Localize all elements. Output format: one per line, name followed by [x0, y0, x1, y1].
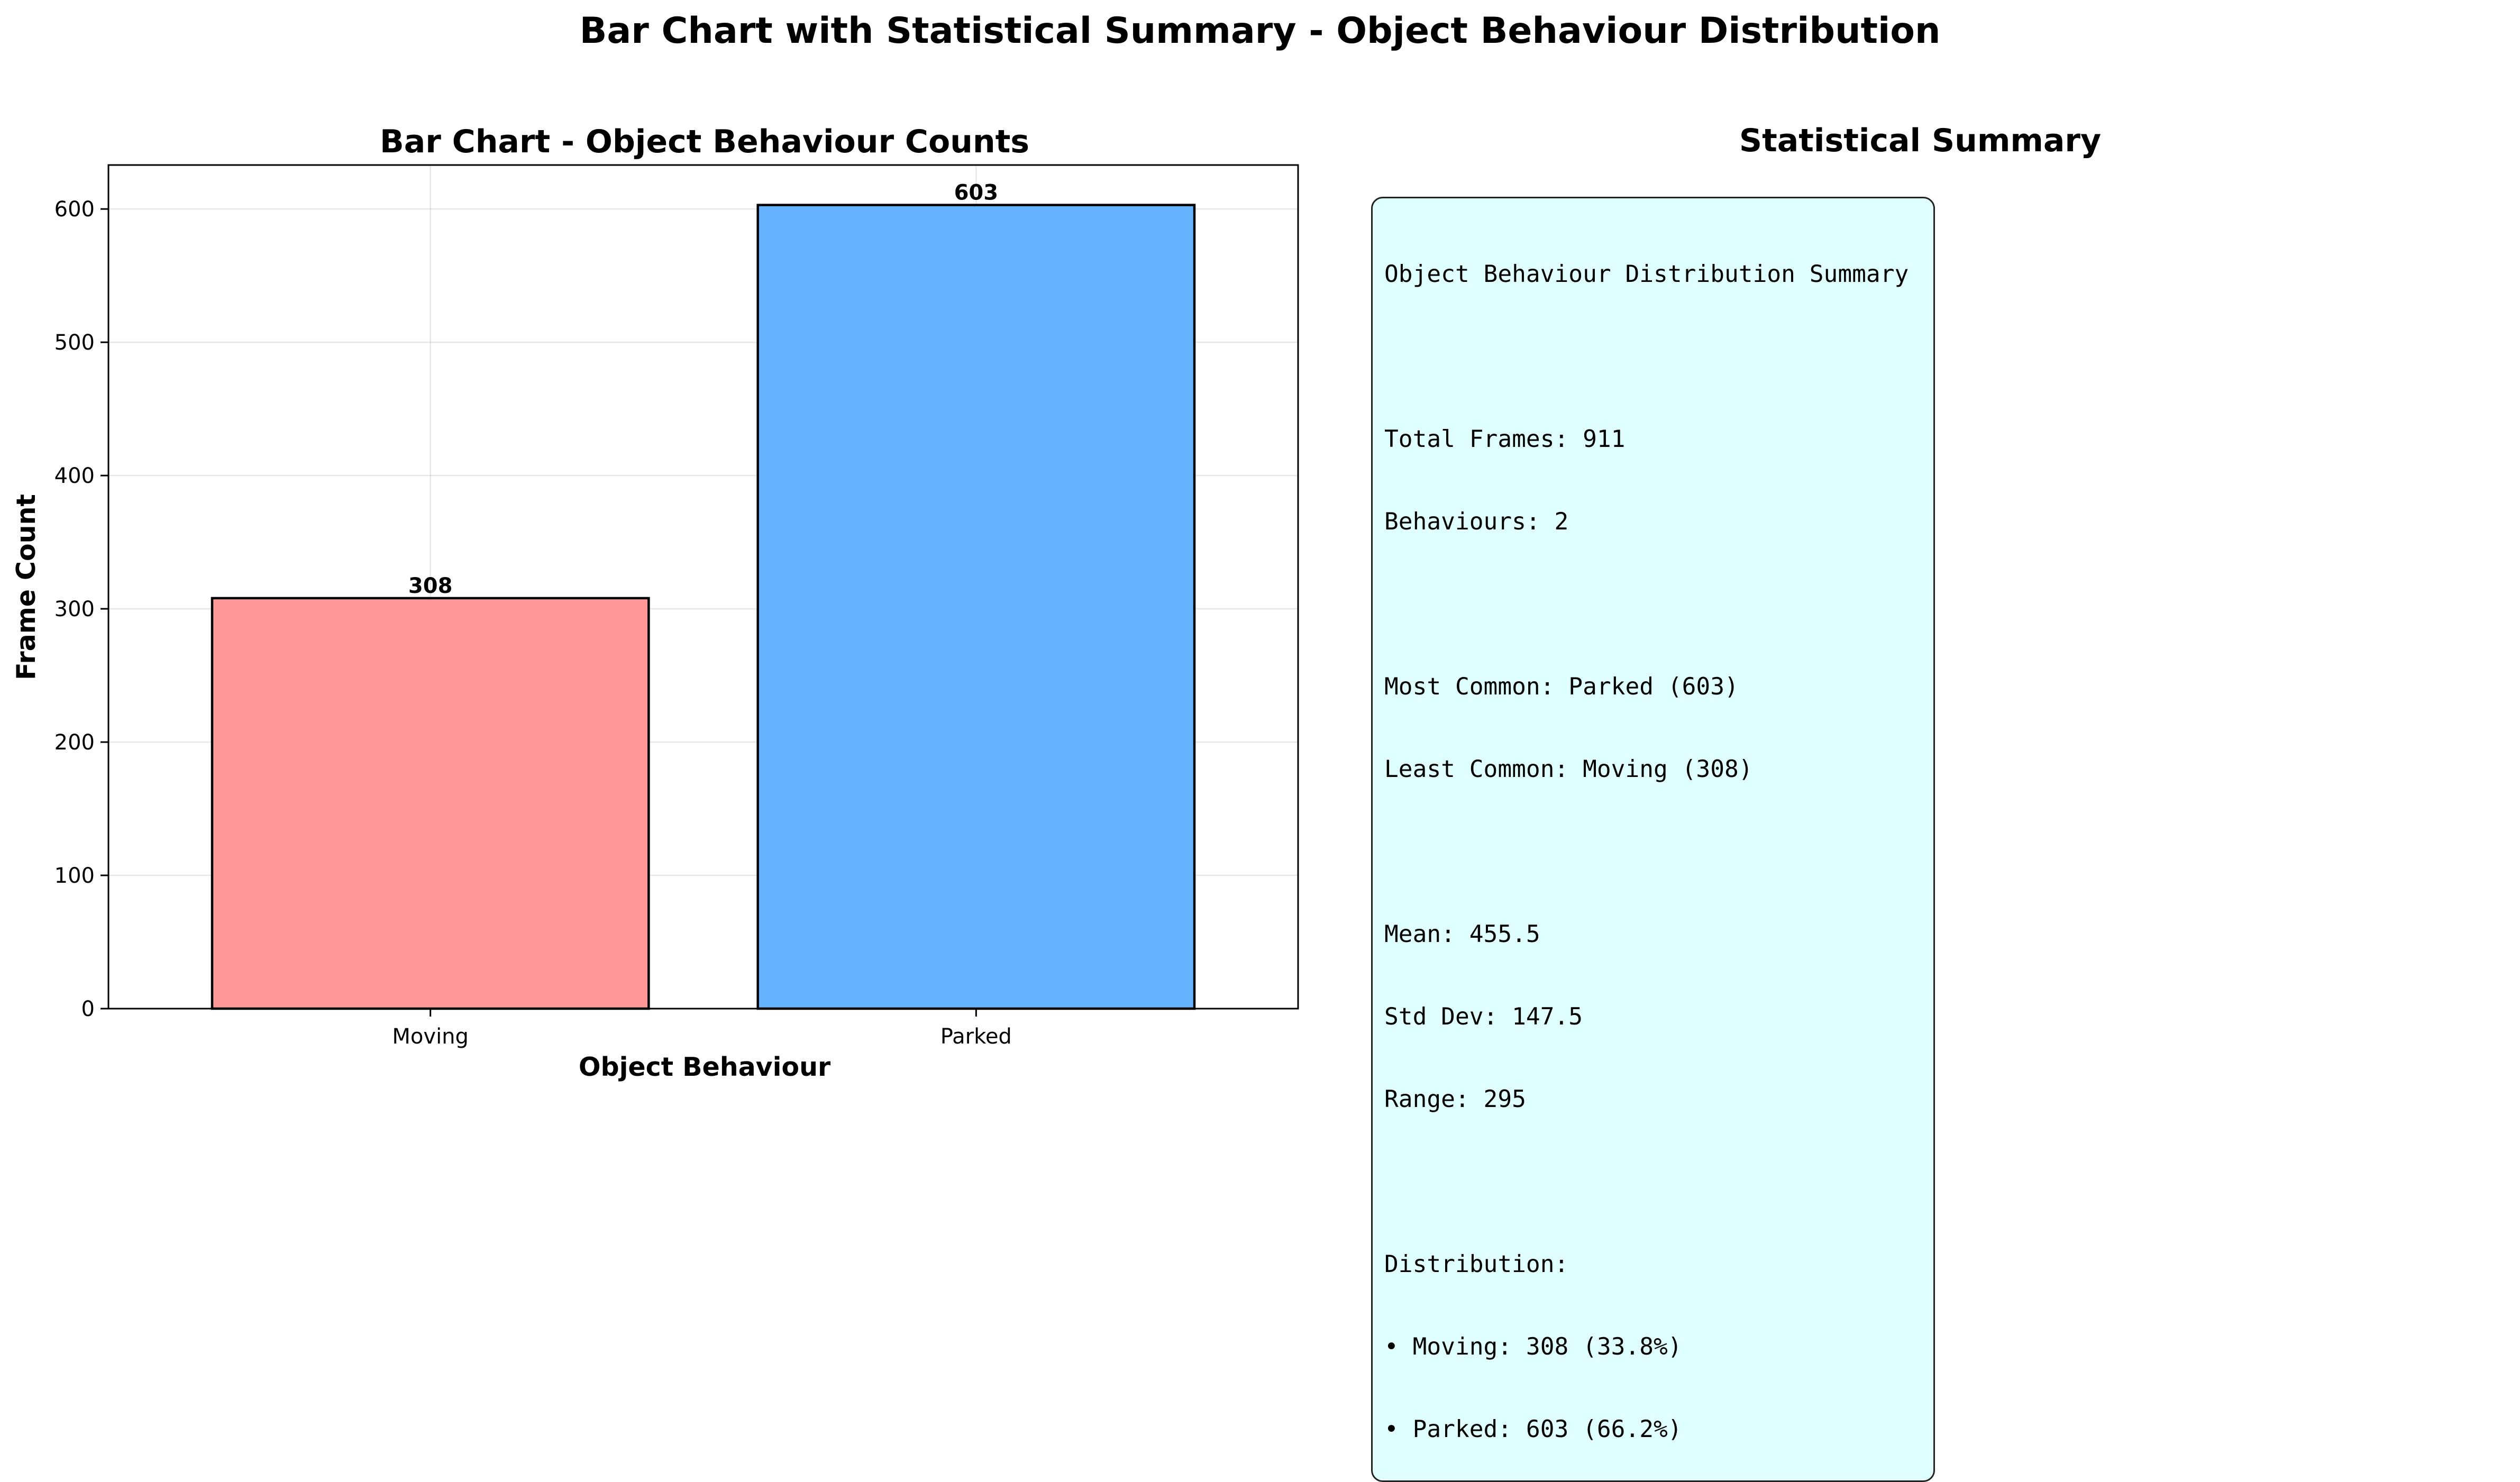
summary-mean: Mean: 455.5	[1384, 921, 1540, 948]
summary-box: Object Behaviour Distribution Summary To…	[1371, 197, 1935, 1482]
x-tick-label-moving: Moving	[392, 1024, 469, 1049]
x-axis-ticks: Moving Parked	[392, 1009, 1012, 1049]
y-tick-label: 500	[54, 331, 95, 355]
summary-distribution-label: Distribution:	[1384, 1251, 1569, 1278]
bar-chart: Bar Chart - Object Behaviour Counts 0 100…	[11, 123, 1299, 1082]
summary-behaviours: Behaviours: 2	[1384, 508, 1569, 535]
summary-range: Range: 295	[1384, 1086, 1526, 1113]
summary-distribution-item-moving: • Moving: 308 (33.8%)	[1384, 1333, 1682, 1360]
y-tick-label: 600	[54, 197, 95, 222]
bar-moving	[211, 597, 650, 1010]
y-tick-label: 400	[54, 464, 95, 488]
plot-frame	[107, 164, 1299, 1010]
y-tick-label: 100	[54, 864, 95, 888]
y-tick-label: 200	[54, 730, 95, 755]
x-tick-label-parked: Parked	[941, 1024, 1012, 1049]
summary-heading: Object Behaviour Distribution Summary	[1384, 261, 1909, 288]
x-axis-label: Object Behaviour	[579, 1052, 831, 1082]
y-tick-label: 0	[81, 997, 95, 1021]
y-axis-ticks: 0 100 200 300 400 500 600	[54, 197, 108, 1021]
chart-title: Bar Chart - Object Behaviour Counts	[380, 123, 1029, 160]
figure-title: Bar Chart with Statistical Summary - Obj…	[579, 10, 1941, 52]
summary-least-common: Least Common: Moving (308)	[1384, 756, 1753, 783]
bar-value-labels: 308 603	[408, 181, 998, 598]
bar-parked	[756, 204, 1196, 1010]
summary-title: Statistical Summary	[1739, 122, 2102, 159]
value-label-moving: 308	[408, 574, 453, 598]
value-label-parked: 603	[954, 181, 999, 205]
summary-most-common: Most Common: Parked (603)	[1384, 673, 1739, 700]
y-axis-label: Frame Count	[11, 494, 41, 680]
summary-distribution-item-parked: • Parked: 603 (66.2%)	[1384, 1416, 1682, 1443]
summary-total-frames: Total Frames: 911	[1384, 426, 1626, 453]
bars	[211, 204, 1196, 1010]
y-tick-label: 300	[54, 597, 95, 621]
summary-std-dev: Std Dev: 147.5	[1384, 1003, 1583, 1030]
